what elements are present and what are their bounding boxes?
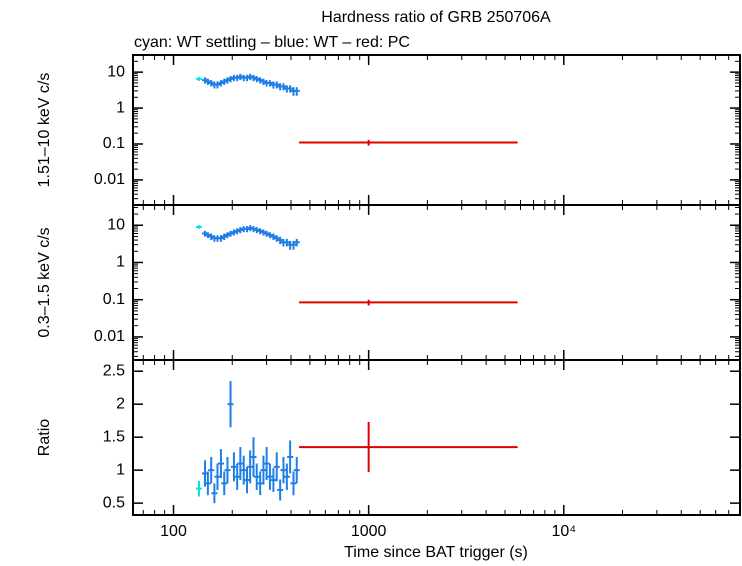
y-tick-label: 0.01	[94, 328, 125, 345]
plot-frame	[132, 359, 741, 516]
x-tick-label: 100	[160, 523, 187, 540]
y-tick-label: 2	[116, 395, 125, 412]
y-tick-label: 2.5	[103, 362, 125, 379]
x-tick-label: 1000	[351, 523, 387, 540]
y-tick-label: 0.1	[103, 291, 125, 308]
chart-subtitle: cyan: WT settling – blue: WT – red: PC	[134, 34, 410, 51]
y-tick-label: 1.5	[103, 428, 125, 445]
y-tick-label: 1	[116, 461, 125, 478]
y-tick-label: 10	[107, 63, 125, 80]
x-axis-label: Time since BAT trigger (s)	[344, 544, 528, 561]
y-tick-label: 1	[116, 99, 125, 116]
y-tick-label: 10	[107, 216, 125, 233]
y-axis-label: 1.51–10 keV c/s	[36, 73, 53, 188]
chart-title: Hardness ratio of GRB 250706A	[321, 9, 551, 26]
y-tick-label: 0.1	[103, 135, 125, 152]
plot-frame	[132, 204, 741, 361]
y-axis-label: 0.3–1.5 keV c/s	[36, 227, 53, 337]
x-tick-label: 10⁴	[551, 523, 576, 540]
y-tick-label: 1	[116, 254, 125, 271]
y-tick-label: 0.01	[94, 171, 125, 188]
y-axis-label: Ratio	[36, 419, 53, 456]
y-tick-label: 0.5	[103, 494, 125, 511]
plot-frame	[132, 54, 741, 206]
